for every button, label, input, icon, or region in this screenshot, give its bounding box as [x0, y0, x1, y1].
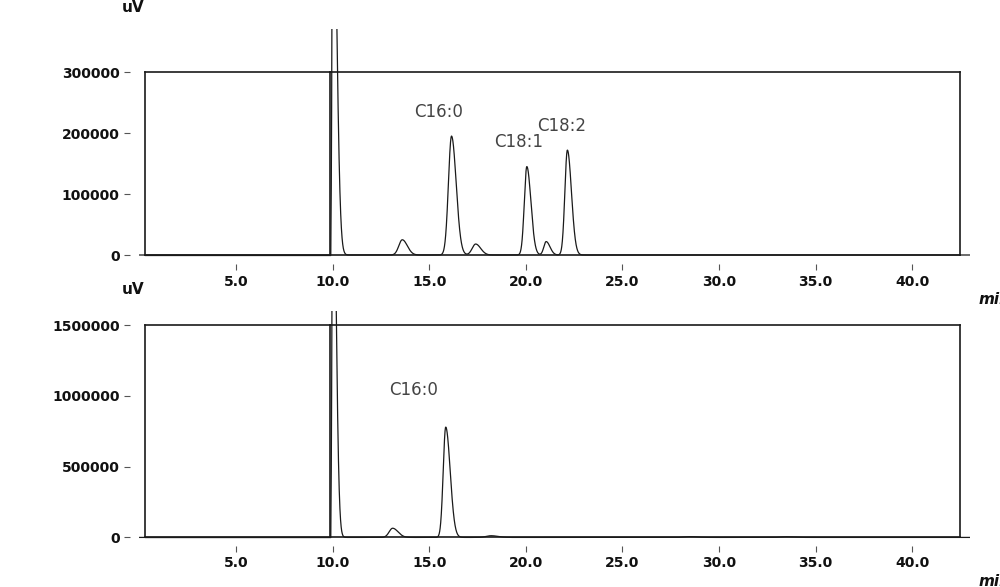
- Text: C16:0: C16:0: [389, 381, 438, 399]
- Text: C18:1: C18:1: [494, 133, 543, 151]
- Text: C16:0: C16:0: [415, 103, 463, 121]
- Text: C18:2: C18:2: [537, 117, 586, 136]
- Text: uV: uV: [122, 282, 144, 297]
- Text: uV: uV: [122, 0, 144, 15]
- Text: min: min: [978, 574, 1000, 587]
- Text: min: min: [978, 292, 1000, 308]
